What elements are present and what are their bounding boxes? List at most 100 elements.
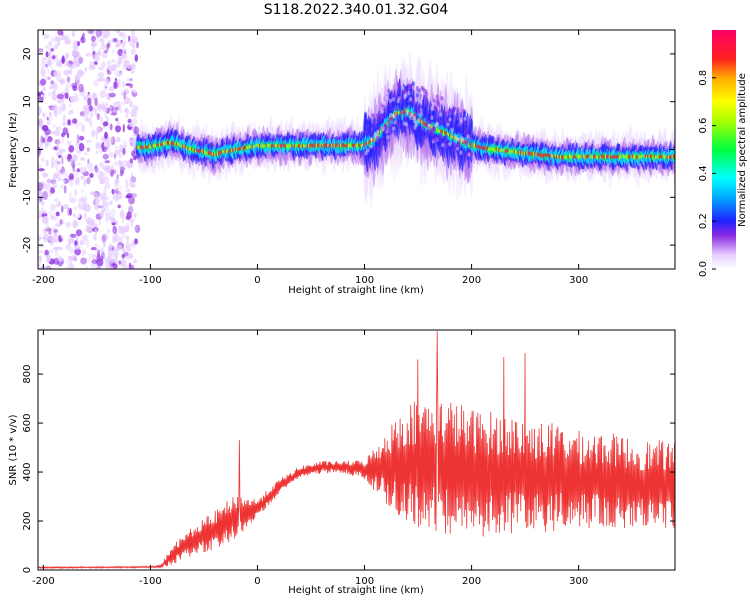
noise-blob bbox=[122, 232, 125, 238]
noise-blob bbox=[45, 63, 48, 68]
noise-blob bbox=[106, 196, 110, 200]
noise-blob bbox=[53, 185, 57, 189]
bump-scatter bbox=[375, 113, 379, 118]
noise-blob bbox=[81, 234, 88, 243]
bump-scatter bbox=[463, 129, 467, 135]
noise-blob bbox=[69, 191, 72, 199]
noise-blob bbox=[107, 183, 112, 190]
noise-blob bbox=[116, 73, 123, 77]
noise-blob bbox=[52, 123, 57, 129]
noise-blob bbox=[96, 113, 101, 121]
noise-blob bbox=[130, 70, 135, 74]
noise-blob bbox=[116, 244, 123, 251]
noise-blob bbox=[56, 61, 63, 67]
noise-blob bbox=[122, 48, 127, 55]
bump-scatter bbox=[466, 134, 470, 139]
noise-blob bbox=[104, 225, 112, 231]
noise-blob bbox=[100, 197, 108, 202]
noise-blob bbox=[57, 151, 63, 155]
noise-blob bbox=[117, 204, 121, 209]
noise-blob bbox=[68, 179, 74, 187]
noise-blob bbox=[120, 208, 124, 214]
bump-scatter bbox=[452, 147, 456, 153]
noise-blob bbox=[130, 64, 135, 69]
noise-blob bbox=[40, 78, 47, 86]
noise-blob bbox=[112, 226, 118, 235]
noise-blob bbox=[129, 158, 133, 164]
bump-scatter bbox=[390, 117, 394, 123]
noise-blob bbox=[42, 57, 49, 60]
noise-blob bbox=[78, 198, 85, 202]
noise-blob bbox=[119, 258, 127, 267]
bump-scatter bbox=[452, 106, 456, 111]
noise-blob bbox=[51, 182, 58, 187]
noise-blob bbox=[133, 225, 138, 231]
noise-blob bbox=[107, 228, 110, 234]
bump-scatter bbox=[413, 119, 417, 124]
noise-blob bbox=[90, 218, 95, 227]
noise-blob bbox=[108, 265, 114, 269]
noise-blob bbox=[110, 218, 117, 223]
noise-blob bbox=[51, 93, 57, 101]
noise-blob bbox=[114, 149, 122, 155]
noise-blob bbox=[86, 256, 93, 262]
noise-blob bbox=[101, 61, 106, 68]
noise-blob bbox=[122, 147, 126, 155]
noise-blob bbox=[123, 112, 127, 116]
noise-blob bbox=[75, 144, 79, 153]
noise-blob bbox=[85, 139, 92, 143]
noise-blob bbox=[62, 127, 69, 135]
noise-blob bbox=[110, 179, 117, 188]
noise-blob bbox=[42, 183, 47, 188]
noise-blob bbox=[58, 165, 62, 170]
noise-blob bbox=[105, 253, 108, 260]
noise-blob bbox=[93, 196, 100, 206]
noise-blob bbox=[118, 32, 125, 37]
noise-blob bbox=[53, 246, 58, 250]
noise-blob bbox=[122, 248, 125, 253]
snr-y-tick-label: 0 bbox=[22, 567, 33, 573]
noise-blob bbox=[97, 171, 101, 176]
noise-blob bbox=[126, 211, 132, 220]
bump-scatter bbox=[438, 133, 443, 138]
noise-blob bbox=[46, 58, 53, 67]
noise-blob bbox=[95, 141, 101, 150]
noise-blob bbox=[43, 148, 49, 155]
noise-blob bbox=[78, 197, 86, 204]
colorbar: 0.0 0.2 0.4 0.6 0.8 Normalized spectral ampl… bbox=[698, 30, 748, 277]
noise-blob bbox=[56, 99, 64, 104]
noise-blob bbox=[95, 30, 102, 38]
noise-blob bbox=[65, 40, 68, 45]
noise-blob bbox=[131, 192, 138, 199]
bump-scatter bbox=[455, 137, 460, 142]
noise-blob bbox=[122, 217, 125, 224]
noise-blob bbox=[134, 71, 138, 79]
noise-blob bbox=[55, 149, 59, 158]
noise-blob bbox=[101, 165, 108, 171]
noise-blob bbox=[99, 209, 105, 218]
noise-blob bbox=[117, 186, 124, 192]
noise-blob bbox=[119, 87, 125, 94]
noise-blob bbox=[119, 166, 125, 174]
noise-blob bbox=[76, 40, 81, 47]
noise-blob bbox=[104, 113, 107, 118]
bump-scatter bbox=[399, 110, 403, 115]
bump-scatter bbox=[458, 122, 463, 128]
noise-blob bbox=[95, 56, 100, 62]
noise-blob bbox=[70, 94, 76, 104]
noise-blob bbox=[50, 203, 56, 212]
noise-blob bbox=[120, 89, 124, 96]
noise-blob bbox=[74, 114, 81, 119]
noise-blob bbox=[50, 47, 54, 52]
noise-blob bbox=[50, 80, 55, 85]
noise-blob bbox=[74, 248, 81, 256]
colorbar-tick-label: 0.2 bbox=[698, 213, 709, 229]
noise-blob bbox=[96, 125, 100, 135]
noise-blob bbox=[104, 131, 108, 140]
noise-blob bbox=[49, 187, 55, 194]
noise-blob bbox=[38, 231, 45, 238]
noise-blob bbox=[74, 94, 80, 103]
noise-blob bbox=[103, 239, 106, 248]
bump-scatter bbox=[395, 114, 399, 119]
noise-blob bbox=[80, 175, 85, 180]
